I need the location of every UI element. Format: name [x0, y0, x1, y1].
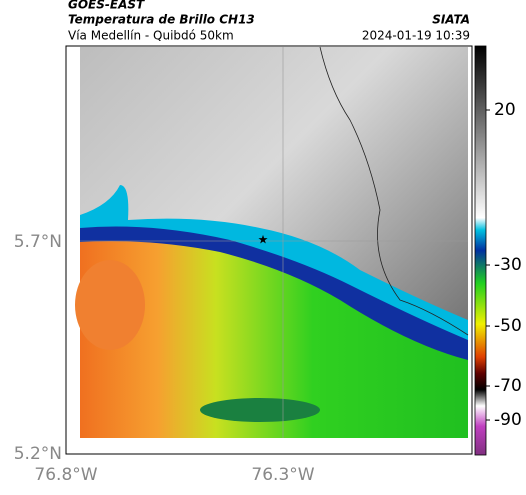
colorbar-tick-label: -70 — [494, 376, 522, 396]
product: GOES-EAST — [68, 0, 145, 12]
colorbar-tick-label: -50 — [494, 316, 522, 336]
lon-tick-label: 76.8°W — [34, 465, 97, 485]
colorbar — [474, 45, 487, 456]
subtitle: Vía Medellín - Quibdó 50km — [68, 29, 234, 43]
datetime: 2024-01-19 10:39 — [362, 29, 470, 43]
svg-text:★: ★ — [258, 233, 269, 247]
colorbar-tick-label: -30 — [494, 255, 522, 275]
lon-tick-label: 76.3°W — [251, 465, 314, 485]
lat-tick-label: 5.2°N — [14, 444, 62, 464]
title: Temperatura de Brillo CH13 — [68, 13, 255, 27]
colorbar-tick-label: 20 — [494, 100, 516, 120]
satellite-image: ★ — [75, 46, 469, 438]
colorbar-tick-label: -90 — [494, 410, 522, 430]
source: SIATA — [432, 13, 470, 27]
lat-tick-label: 5.7°N — [14, 232, 62, 252]
